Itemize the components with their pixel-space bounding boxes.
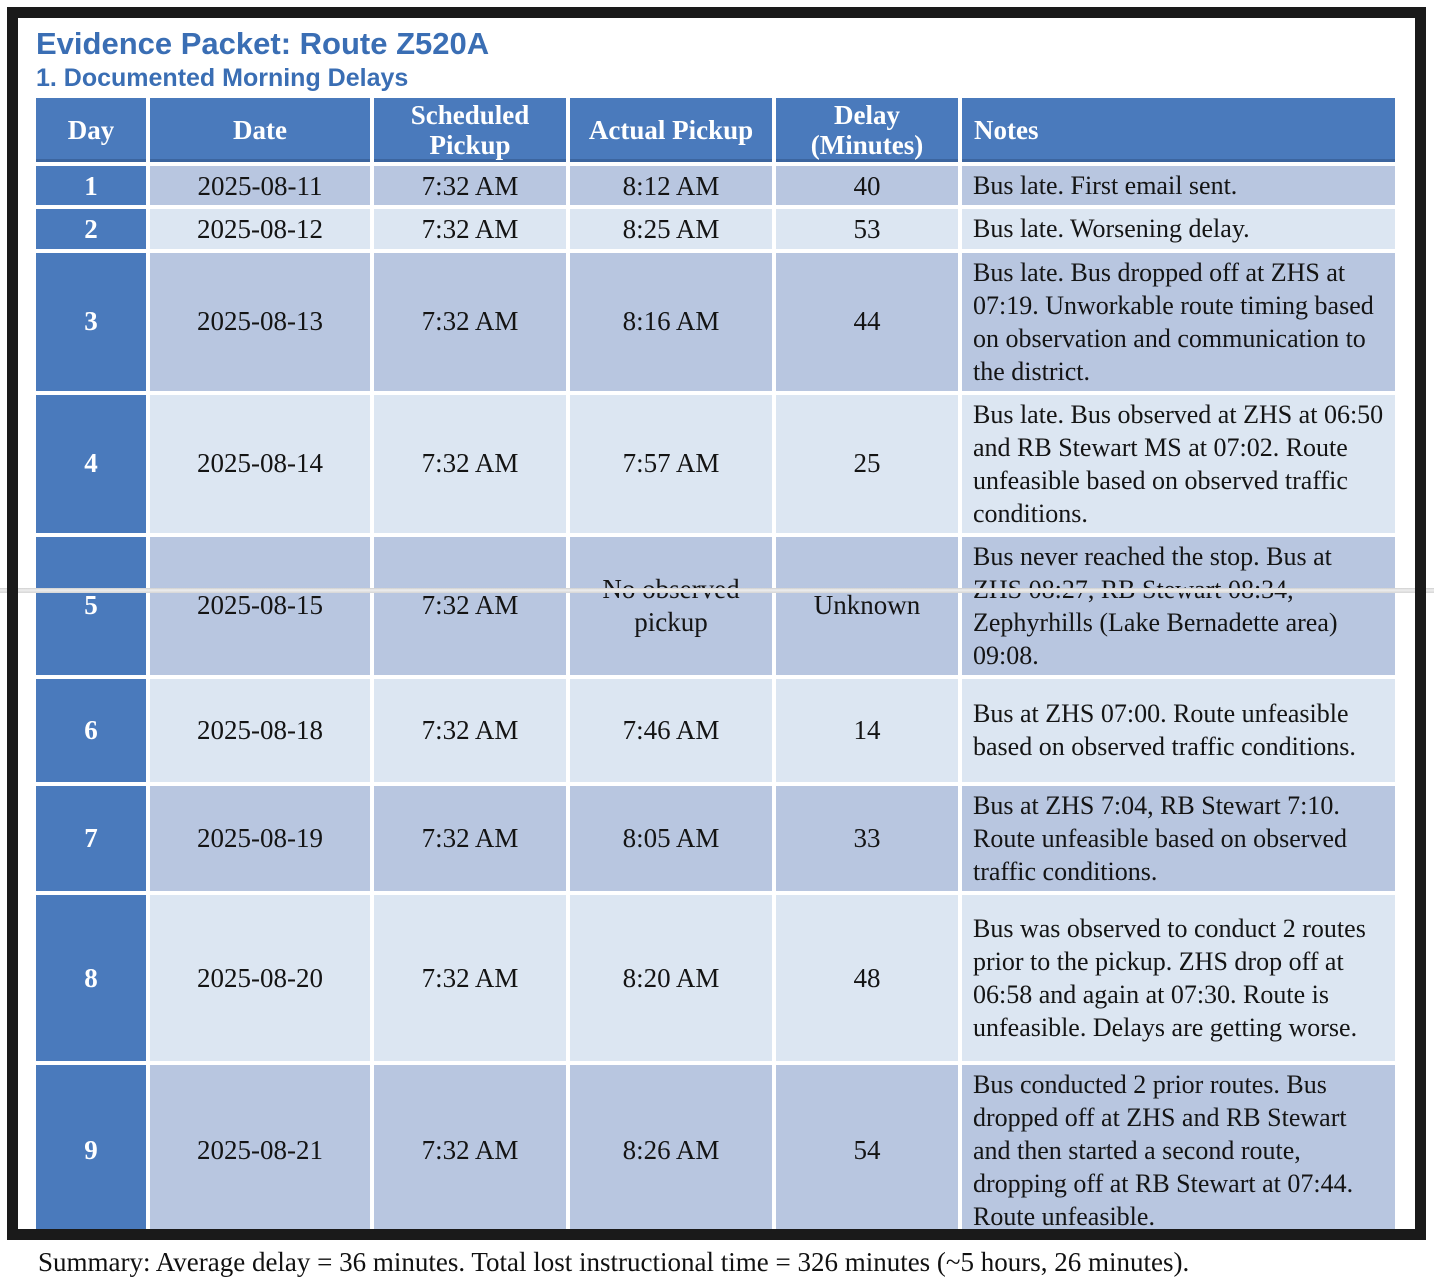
scheduled-pickup-cell: 7:32 AM: [374, 785, 566, 891]
table-row: 2 2025-08-12 7:32 AM 8:25 AM 53 Bus late…: [36, 209, 1395, 249]
header-delay-minutes: Delay (Minutes): [776, 98, 958, 163]
actual-pickup-cell: 8:05 AM: [570, 785, 772, 891]
day-cell: 7: [36, 785, 146, 891]
actual-pickup-cell: 8:20 AM: [570, 894, 772, 1061]
delay-cell: Unknown: [776, 536, 958, 675]
delay-cell: 33: [776, 785, 958, 891]
notes-cell: Bus late. Bus observed at ZHS at 06:50 a…: [962, 394, 1395, 533]
delay-cell: 48: [776, 894, 958, 1061]
delay-cell: 25: [776, 394, 958, 533]
delay-cell: 54: [776, 1064, 958, 1236]
date-cell: 2025-08-21: [150, 1064, 370, 1236]
actual-pickup-cell: 8:16 AM: [570, 252, 772, 391]
table-row: 4 2025-08-14 7:32 AM 7:57 AM 25 Bus late…: [36, 394, 1395, 533]
day-cell: 6: [36, 678, 146, 782]
morning-delays-table: Day Date Scheduled Pickup Actual Pickup …: [32, 94, 1399, 1240]
notes-cell: Bus at ZHS 07:00. Route unfeasible based…: [962, 678, 1395, 782]
scheduled-pickup-cell: 7:32 AM: [374, 894, 566, 1061]
notes-cell: Bus at ZHS 7:04, RB Stewart 7:10. Route …: [962, 785, 1395, 891]
actual-pickup-cell: 7:57 AM: [570, 394, 772, 533]
header-notes: Notes: [962, 98, 1395, 163]
day-cell: 1: [36, 166, 146, 206]
delay-cell: 40: [776, 166, 958, 206]
notes-cell: Bus late. Worsening delay.: [962, 209, 1395, 249]
day-cell: 5: [36, 536, 146, 675]
actual-pickup-cell: 8:12 AM: [570, 166, 772, 206]
table-row: 3 2025-08-13 7:32 AM 8:16 AM 44 Bus late…: [36, 252, 1395, 391]
delay-cell: 14: [776, 678, 958, 782]
date-cell: 2025-08-15: [150, 536, 370, 675]
page-title: Evidence Packet: Route Z520A: [36, 26, 490, 61]
scheduled-pickup-cell: 7:32 AM: [374, 394, 566, 533]
day-cell: 3: [36, 252, 146, 391]
date-cell: 2025-08-12: [150, 209, 370, 249]
summary-line: Summary: Average delay = 36 minutes. Tot…: [38, 1246, 1190, 1277]
table-row: 7 2025-08-19 7:32 AM 8:05 AM 33 Bus at Z…: [36, 785, 1395, 891]
date-cell: 2025-08-13: [150, 252, 370, 391]
table-row: 9 2025-08-21 7:32 AM 8:26 AM 54 Bus cond…: [36, 1064, 1395, 1236]
notes-cell: Bus was observed to conduct 2 routes pri…: [962, 894, 1395, 1061]
header-scheduled-pickup: Scheduled Pickup: [374, 98, 566, 163]
actual-pickup-cell: 8:25 AM: [570, 209, 772, 249]
delay-cell: 53: [776, 209, 958, 249]
scheduled-pickup-cell: 7:32 AM: [374, 1064, 566, 1236]
header-actual-pickup: Actual Pickup: [570, 98, 772, 163]
date-cell: 2025-08-18: [150, 678, 370, 782]
date-cell: 2025-08-19: [150, 785, 370, 891]
date-cell: 2025-08-11: [150, 166, 370, 206]
scheduled-pickup-cell: 7:32 AM: [374, 209, 566, 249]
table-header-row: Day Date Scheduled Pickup Actual Pickup …: [36, 98, 1395, 163]
delay-cell: 44: [776, 252, 958, 391]
day-cell: 9: [36, 1064, 146, 1236]
notes-cell: Bus late. Bus dropped off at ZHS at 07:1…: [962, 252, 1395, 391]
date-cell: 2025-08-20: [150, 894, 370, 1061]
header-date: Date: [150, 98, 370, 163]
header-day: Day: [36, 98, 146, 163]
section-heading: 1. Documented Morning Delays: [36, 64, 409, 92]
scheduled-pickup-cell: 7:32 AM: [374, 166, 566, 206]
notes-cell: Bus never reached the stop. Bus at ZHS 0…: [962, 536, 1395, 675]
table-row: 8 2025-08-20 7:32 AM 8:20 AM 48 Bus was …: [36, 894, 1395, 1061]
notes-cell: Bus late. First email sent.: [962, 166, 1395, 206]
scheduled-pickup-cell: 7:32 AM: [374, 536, 566, 675]
scheduled-pickup-cell: 7:32 AM: [374, 678, 566, 782]
date-cell: 2025-08-14: [150, 394, 370, 533]
day-cell: 2: [36, 209, 146, 249]
actual-pickup-cell: 8:26 AM: [570, 1064, 772, 1236]
notes-cell: Bus conducted 2 prior routes. Bus droppe…: [962, 1064, 1395, 1236]
document-page: Evidence Packet: Route Z520A 1. Document…: [18, 18, 1416, 1278]
table-row: 6 2025-08-18 7:32 AM 7:46 AM 14 Bus at Z…: [36, 678, 1395, 782]
table-row: 1 2025-08-11 7:32 AM 8:12 AM 40 Bus late…: [36, 166, 1395, 206]
actual-pickup-cell: No observed pickup: [570, 536, 772, 675]
day-cell: 4: [36, 394, 146, 533]
table-row: 5 2025-08-15 7:32 AM No observed pickup …: [36, 536, 1395, 675]
scheduled-pickup-cell: 7:32 AM: [374, 252, 566, 391]
actual-pickup-cell: 7:46 AM: [570, 678, 772, 782]
day-cell: 8: [36, 894, 146, 1061]
